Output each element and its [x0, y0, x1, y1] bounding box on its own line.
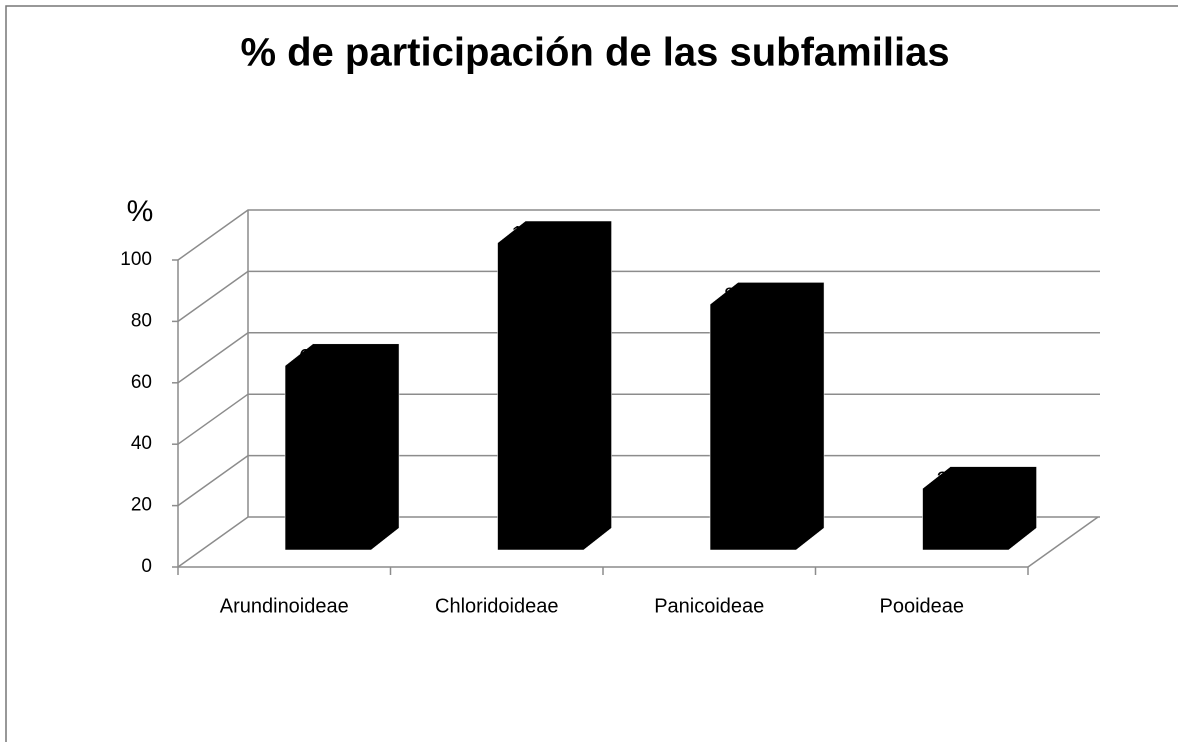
y-tick-label: 40	[131, 433, 152, 454]
bar	[497, 220, 612, 551]
chart-title: % de participación de las subfamilias	[240, 31, 949, 75]
grid-line	[177, 270, 1100, 323]
value-label: 100%	[512, 223, 566, 246]
value-label: 80%	[724, 284, 766, 307]
x-tick-label: Pooideae	[879, 595, 964, 617]
x-tick-label: Arundinoideae	[220, 595, 349, 617]
floor-edge	[1027, 516, 1099, 568]
bar	[922, 466, 1037, 551]
grid-line	[177, 209, 1100, 261]
y-tick-label: 20	[131, 495, 152, 516]
y-tick-label: 100	[120, 249, 152, 270]
y-axis-label: %	[127, 195, 154, 228]
bar	[709, 282, 825, 551]
y-tick-label: 60	[131, 372, 152, 393]
x-tick-label: Chloridoideae	[435, 595, 558, 617]
value-label: 20%	[937, 468, 979, 491]
x-tick-label: Panicoideae	[654, 595, 764, 617]
bar	[284, 343, 400, 551]
chart-frame	[5, 5, 1178, 742]
value-label: 60%	[299, 345, 341, 368]
y-tick-label: 0	[141, 556, 152, 577]
y-tick-label: 80	[131, 310, 152, 331]
